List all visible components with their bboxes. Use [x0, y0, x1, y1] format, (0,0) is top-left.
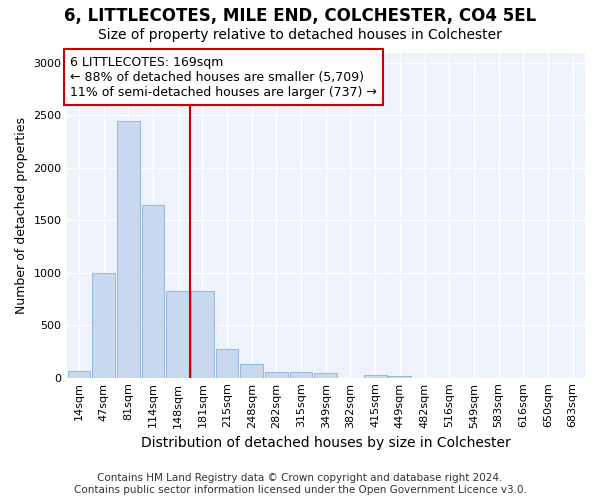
- Bar: [388, 376, 411, 378]
- Bar: [142, 204, 164, 378]
- Y-axis label: Number of detached properties: Number of detached properties: [15, 116, 28, 314]
- X-axis label: Distribution of detached houses by size in Colchester: Distribution of detached houses by size …: [141, 436, 511, 450]
- Bar: [166, 290, 189, 378]
- Text: Contains HM Land Registry data © Crown copyright and database right 2024.
Contai: Contains HM Land Registry data © Crown c…: [74, 474, 526, 495]
- Bar: [68, 372, 90, 378]
- Bar: [290, 372, 313, 378]
- Bar: [92, 273, 115, 378]
- Text: 6, LITTLECOTES, MILE END, COLCHESTER, CO4 5EL: 6, LITTLECOTES, MILE END, COLCHESTER, CO…: [64, 8, 536, 26]
- Bar: [191, 290, 214, 378]
- Bar: [364, 374, 386, 378]
- Text: 6 LITTLECOTES: 169sqm
← 88% of detached houses are smaller (5,709)
11% of semi-d: 6 LITTLECOTES: 169sqm ← 88% of detached …: [70, 56, 377, 98]
- Bar: [117, 120, 140, 378]
- Bar: [241, 364, 263, 378]
- Bar: [265, 372, 288, 378]
- Bar: [314, 374, 337, 378]
- Bar: [215, 350, 238, 378]
- Text: Size of property relative to detached houses in Colchester: Size of property relative to detached ho…: [98, 28, 502, 42]
